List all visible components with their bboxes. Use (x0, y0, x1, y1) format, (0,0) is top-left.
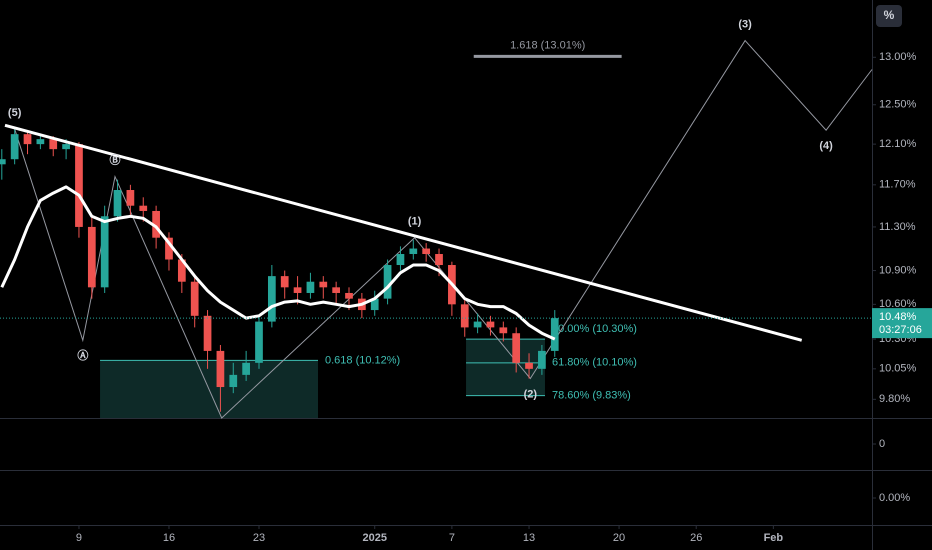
wave-label: (5) (8, 107, 22, 119)
candle-body (538, 350, 546, 369)
extension-label: 1.618 (13.01%) (510, 39, 585, 51)
candle-body (229, 374, 238, 388)
candle-body (190, 281, 199, 316)
moving-average (0, 185, 556, 341)
y-tick-label: 11.70% (879, 179, 916, 191)
candle-body (512, 333, 521, 363)
candle-body (332, 287, 341, 293)
candle-body (203, 315, 212, 351)
y-tick-label: 12.50% (879, 99, 917, 111)
y-tick-label: 10.05% (879, 363, 917, 375)
x-tick-label: 20 (613, 532, 625, 544)
candle-body (139, 205, 148, 211)
x-tick-label: 2025 (362, 532, 386, 544)
candle-body (177, 259, 186, 282)
x-tick-label: 13 (523, 532, 535, 544)
x-tick-label: 7 (449, 532, 455, 544)
wave-label: (1) (408, 216, 422, 228)
y-tick-label: 11.30% (879, 221, 916, 233)
scale-button[interactable] (876, 5, 902, 27)
y-tick-label: 12.10% (879, 138, 917, 150)
wave-label: Ⓑ (109, 152, 120, 166)
x-tick-label: 23 (253, 532, 265, 544)
candle-body (499, 327, 508, 334)
candle-body (113, 190, 122, 217)
wave-label: Ⓐ (77, 348, 88, 362)
candle-body (216, 350, 225, 388)
x-tick-label: 26 (690, 532, 702, 544)
candle-body (165, 237, 173, 260)
x-tick-label: Feb (764, 532, 784, 544)
fib-label: 0.618 (10.12%) (325, 354, 400, 366)
scale-button-label[interactable]: % (884, 8, 895, 22)
candle-body (10, 134, 19, 160)
candle-body (409, 248, 418, 255)
current-price-tag (872, 308, 932, 339)
candle-body (152, 210, 160, 238)
x-tick-label: 9 (76, 532, 82, 544)
candle-body (100, 216, 109, 288)
countdown: 03:27:06 (879, 324, 922, 336)
candle-body (0, 159, 6, 165)
candle-body (422, 248, 431, 255)
candle-body (23, 134, 32, 145)
candle-body (473, 321, 482, 328)
candle-body (87, 226, 96, 288)
pane-tick-label: 0.00% (879, 492, 910, 504)
candle-body (345, 292, 353, 299)
y-tick-label: 13.00% (879, 51, 917, 63)
candle-body (396, 254, 405, 266)
current-price-label: 10.48% (879, 311, 917, 323)
candle-body (49, 139, 58, 150)
pane-tick-label: 0 (879, 438, 885, 450)
fib-label: 61.80% (10.10%) (552, 357, 637, 369)
candle-body (319, 281, 328, 288)
candle-body (36, 139, 45, 145)
wave-label: (3) (738, 19, 752, 31)
candle-body (383, 265, 392, 299)
y-tick-label: 10.60% (879, 298, 917, 310)
candle-body (75, 144, 83, 227)
fib-label: 50.00% (10.30%) (552, 323, 637, 335)
candle-body (126, 190, 135, 206)
candle-body (460, 304, 469, 328)
candle-body (255, 321, 263, 363)
fib-label: 78.60% (9.83%) (552, 390, 631, 402)
candle-body (293, 287, 302, 293)
trendline (4, 123, 803, 342)
candle-body (62, 144, 70, 150)
candle-body (280, 276, 289, 288)
wave-label: (4) (819, 140, 833, 152)
candle-body (525, 362, 533, 369)
candle-body (267, 276, 276, 322)
y-tick-label: 9.80% (879, 393, 910, 405)
candle-body (242, 362, 250, 375)
candle-body (435, 254, 443, 266)
x-tick-label: 16 (163, 532, 175, 544)
candle-body (306, 281, 315, 293)
candle-body (550, 318, 559, 351)
wave-label: (2) (524, 388, 538, 400)
y-tick-label: 10.90% (879, 264, 917, 276)
candle-body (370, 298, 379, 311)
candle-body (486, 321, 495, 328)
